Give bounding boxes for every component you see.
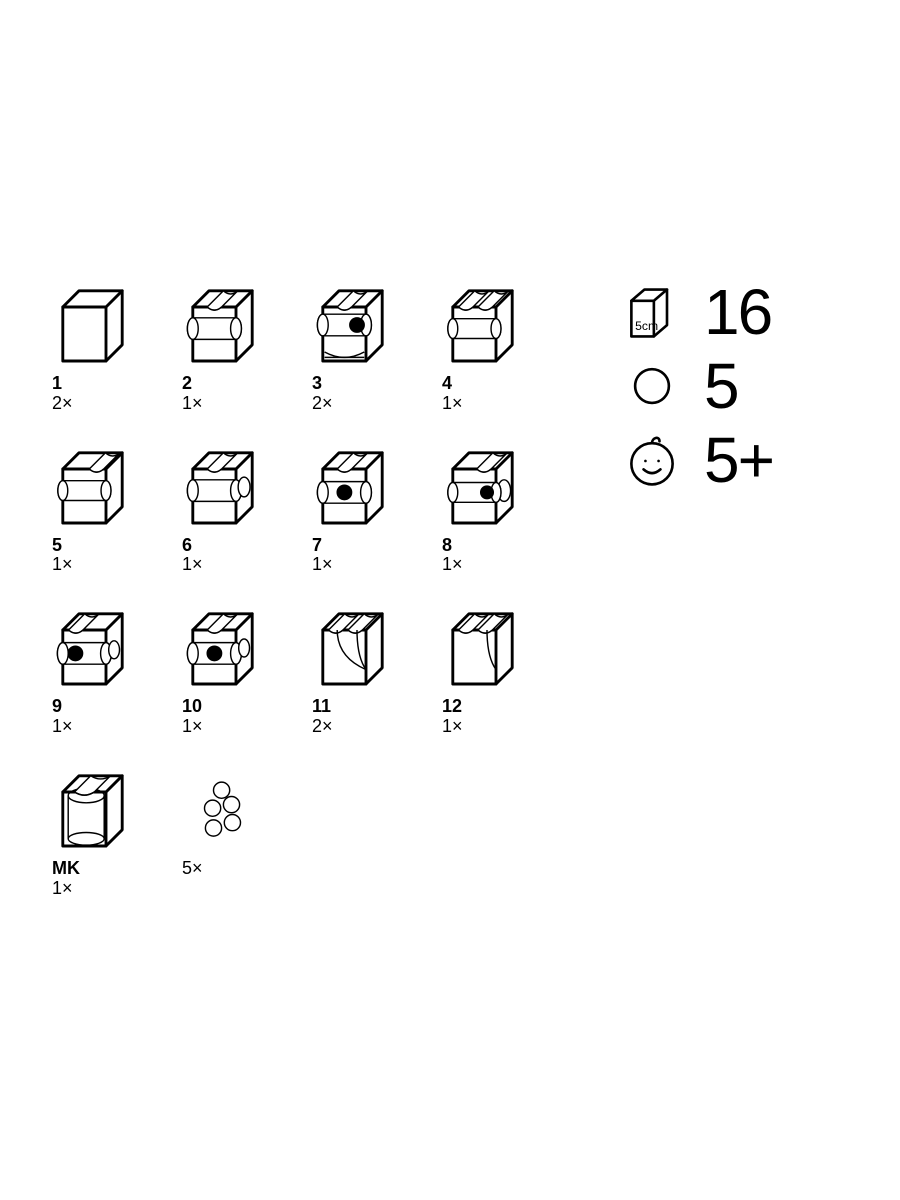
part-id: MK — [52, 859, 80, 879]
part-qty: 2× — [312, 717, 333, 737]
part-cell-3: 32× — [312, 280, 442, 414]
summary-row-marbles: 5 — [620, 354, 840, 418]
cube-size-icon: 5cm — [620, 280, 684, 344]
part-cell-7: 71× — [312, 442, 442, 576]
part-id: 7 — [312, 536, 322, 556]
part-id: 10 — [182, 697, 202, 717]
part-cell-2: 21× — [182, 280, 312, 414]
part-qty: 1× — [442, 717, 463, 737]
cube-size-label: 5cm — [635, 319, 658, 333]
part-cell-MK: MK1× — [52, 765, 182, 899]
part-qty: 2× — [312, 394, 333, 414]
parts-row: 51× 61× 71× — [52, 442, 592, 576]
part-qty: 1× — [52, 879, 73, 899]
parts-row: 91× 101× 112× — [52, 603, 592, 737]
part-qty: 1× — [312, 555, 333, 575]
part-id: 3 — [312, 374, 322, 394]
marble-count: 5 — [704, 354, 738, 418]
age-face-icon — [620, 428, 684, 492]
part-qty: 1× — [442, 394, 463, 414]
part-id: 6 — [182, 536, 192, 556]
part-cell-6: 61× — [182, 442, 312, 576]
summary-row-age: 5+ — [620, 428, 840, 492]
part-cell-11: 112× — [312, 603, 442, 737]
age-value: 5+ — [704, 428, 773, 492]
part-cell-8: 81× — [442, 442, 572, 576]
cube-count: 16 — [704, 280, 771, 344]
part-id: 8 — [442, 536, 452, 556]
part-cell-10: 101× — [182, 603, 312, 737]
part-qty: 5× — [182, 859, 203, 879]
part-qty: 1× — [182, 717, 203, 737]
part-cell-4: 41× — [442, 280, 572, 414]
summary-row-cubes: 5cm 16 — [620, 280, 840, 344]
page: 12× 21× 32× — [0, 0, 900, 1200]
part-cell-5: 51× — [52, 442, 182, 576]
parts-row: MK1×5× — [52, 765, 592, 899]
summary-panel: 5cm 16 5 — [620, 280, 840, 502]
part-qty: 1× — [182, 394, 203, 414]
part-id: 5 — [52, 536, 62, 556]
part-id: 11 — [312, 697, 331, 717]
part-qty: 2× — [52, 394, 73, 414]
part-cell-marbles: 5× — [182, 765, 312, 899]
part-id: 2 — [182, 374, 192, 394]
parts-row: 12× 21× 32× — [52, 280, 592, 414]
part-id: 12 — [442, 697, 462, 717]
part-id: 9 — [52, 697, 62, 717]
marble-icon — [620, 354, 684, 418]
part-cell-12: 121× — [442, 603, 572, 737]
parts-grid: 12× 21× 32× — [52, 280, 592, 926]
part-id: 4 — [442, 374, 452, 394]
part-id: 1 — [52, 374, 62, 394]
part-cell-9: 91× — [52, 603, 182, 737]
part-qty: 1× — [52, 717, 73, 737]
part-qty: 1× — [442, 555, 463, 575]
part-qty: 1× — [52, 555, 73, 575]
part-qty: 1× — [182, 555, 203, 575]
part-cell-1: 12× — [52, 280, 182, 414]
